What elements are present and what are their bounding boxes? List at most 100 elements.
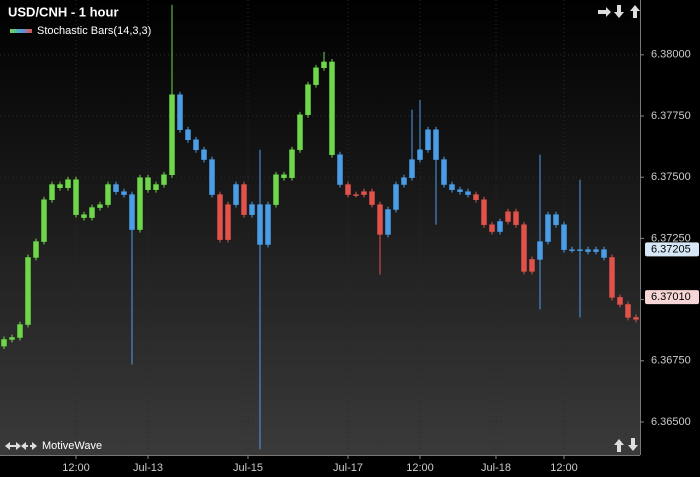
candle-body bbox=[249, 204, 255, 215]
candle-body bbox=[505, 211, 511, 222]
candle-body bbox=[233, 184, 239, 205]
candle-body bbox=[97, 204, 103, 208]
candle-body bbox=[353, 194, 359, 196]
watermark: MotiveWave bbox=[42, 440, 102, 452]
candle-body bbox=[193, 139, 199, 151]
x-tick-label: 12:00 bbox=[406, 462, 434, 474]
candle-body bbox=[297, 114, 303, 151]
candle-body bbox=[617, 297, 623, 305]
candle-body bbox=[185, 129, 191, 141]
candle-body bbox=[65, 179, 71, 188]
x-axis-background bbox=[0, 455, 640, 477]
candle-body bbox=[369, 191, 375, 205]
candle-body bbox=[609, 257, 615, 298]
candle-body bbox=[89, 207, 95, 218]
candle-body bbox=[569, 249, 575, 251]
candle-body bbox=[17, 324, 23, 338]
candle-body bbox=[553, 214, 559, 225]
candle-body bbox=[377, 204, 383, 235]
candle-body bbox=[201, 149, 207, 160]
candle-body bbox=[161, 174, 167, 185]
candle-body bbox=[257, 204, 263, 245]
candle-body bbox=[449, 184, 455, 190]
candle-body bbox=[225, 204, 231, 240]
y-tick-label: 6.37750 bbox=[651, 110, 691, 122]
candle-body bbox=[433, 129, 439, 160]
candle-body bbox=[33, 241, 39, 258]
legend-label: Stochastic Bars(14,3,3) bbox=[37, 25, 151, 37]
x-tick-label: Jul-15 bbox=[233, 462, 263, 474]
candle-body bbox=[425, 129, 431, 151]
candle-body bbox=[585, 249, 591, 252]
y-tick-label: 6.36500 bbox=[651, 416, 691, 428]
price-marker bbox=[645, 290, 699, 305]
candles bbox=[1, 4, 639, 450]
candle-body bbox=[241, 184, 247, 215]
candle-body bbox=[121, 191, 127, 195]
scroll-right-icon[interactable] bbox=[598, 7, 611, 17]
candle-body bbox=[409, 159, 415, 178]
candle-body bbox=[593, 249, 599, 252]
candle-body bbox=[481, 199, 487, 225]
candle-body bbox=[577, 249, 583, 251]
zoom-up-icon[interactable] bbox=[614, 439, 624, 452]
price-marker-label: 6.37010 bbox=[651, 291, 691, 303]
candle-body bbox=[545, 214, 551, 242]
candle-body bbox=[329, 61, 335, 155]
candle-body bbox=[385, 209, 391, 235]
candle-body bbox=[145, 177, 151, 190]
x-tick-label: Jul-17 bbox=[333, 462, 363, 474]
candle-body bbox=[73, 179, 79, 215]
y-tick-label: 6.37250 bbox=[651, 232, 691, 244]
candle-body bbox=[537, 241, 543, 260]
candle-body bbox=[289, 149, 295, 178]
candle-body bbox=[633, 317, 639, 320]
scroll-up-icon[interactable] bbox=[630, 5, 640, 18]
candle-body bbox=[113, 184, 119, 192]
candle-body bbox=[489, 224, 495, 232]
x-tick-label: 12:00 bbox=[62, 462, 90, 474]
price-marker bbox=[645, 242, 699, 257]
y-tick-label: 6.38000 bbox=[651, 49, 691, 61]
candle-body bbox=[209, 159, 215, 195]
candle-body bbox=[313, 67, 319, 85]
pan-icon-2[interactable] bbox=[21, 442, 37, 450]
candle-body bbox=[9, 337, 15, 340]
candle-body bbox=[41, 199, 47, 242]
candle-body bbox=[513, 211, 519, 225]
candle-body bbox=[625, 304, 631, 318]
zoom-down-icon[interactable] bbox=[628, 438, 638, 451]
candle-body bbox=[337, 154, 343, 185]
axes: 6.365006.367506.370006.372506.375006.377… bbox=[62, 49, 699, 474]
candle-body bbox=[49, 184, 55, 200]
candle-body bbox=[321, 61, 327, 69]
candle-body bbox=[25, 257, 31, 325]
candle-body bbox=[441, 159, 447, 185]
nav-icons[interactable] bbox=[5, 5, 640, 452]
scroll-down-icon[interactable] bbox=[614, 5, 624, 18]
price-marker-label: 6.37205 bbox=[651, 243, 691, 255]
candle-body bbox=[393, 184, 399, 210]
candle-body bbox=[305, 84, 311, 116]
candle-body bbox=[361, 191, 367, 195]
candle-body bbox=[1, 339, 7, 347]
candle-body bbox=[217, 194, 223, 240]
legend-swatch bbox=[10, 29, 32, 33]
candle-body bbox=[57, 184, 63, 188]
candle-body bbox=[129, 194, 135, 230]
pan-icon[interactable] bbox=[5, 442, 21, 450]
y-axis-background bbox=[640, 0, 700, 477]
candle-body bbox=[105, 184, 111, 205]
candle-body bbox=[465, 191, 471, 195]
candle-body bbox=[401, 177, 407, 185]
chart-title: USD/CNH - 1 hour bbox=[8, 4, 119, 19]
candle-body bbox=[521, 224, 527, 272]
candle-body bbox=[169, 94, 175, 176]
y-tick-label: 6.36750 bbox=[651, 355, 691, 367]
y-tick-label: 6.37500 bbox=[651, 171, 691, 183]
candle-body bbox=[265, 204, 271, 245]
candle-body bbox=[529, 259, 535, 272]
candle-body bbox=[345, 184, 351, 195]
candle-body bbox=[273, 174, 279, 205]
